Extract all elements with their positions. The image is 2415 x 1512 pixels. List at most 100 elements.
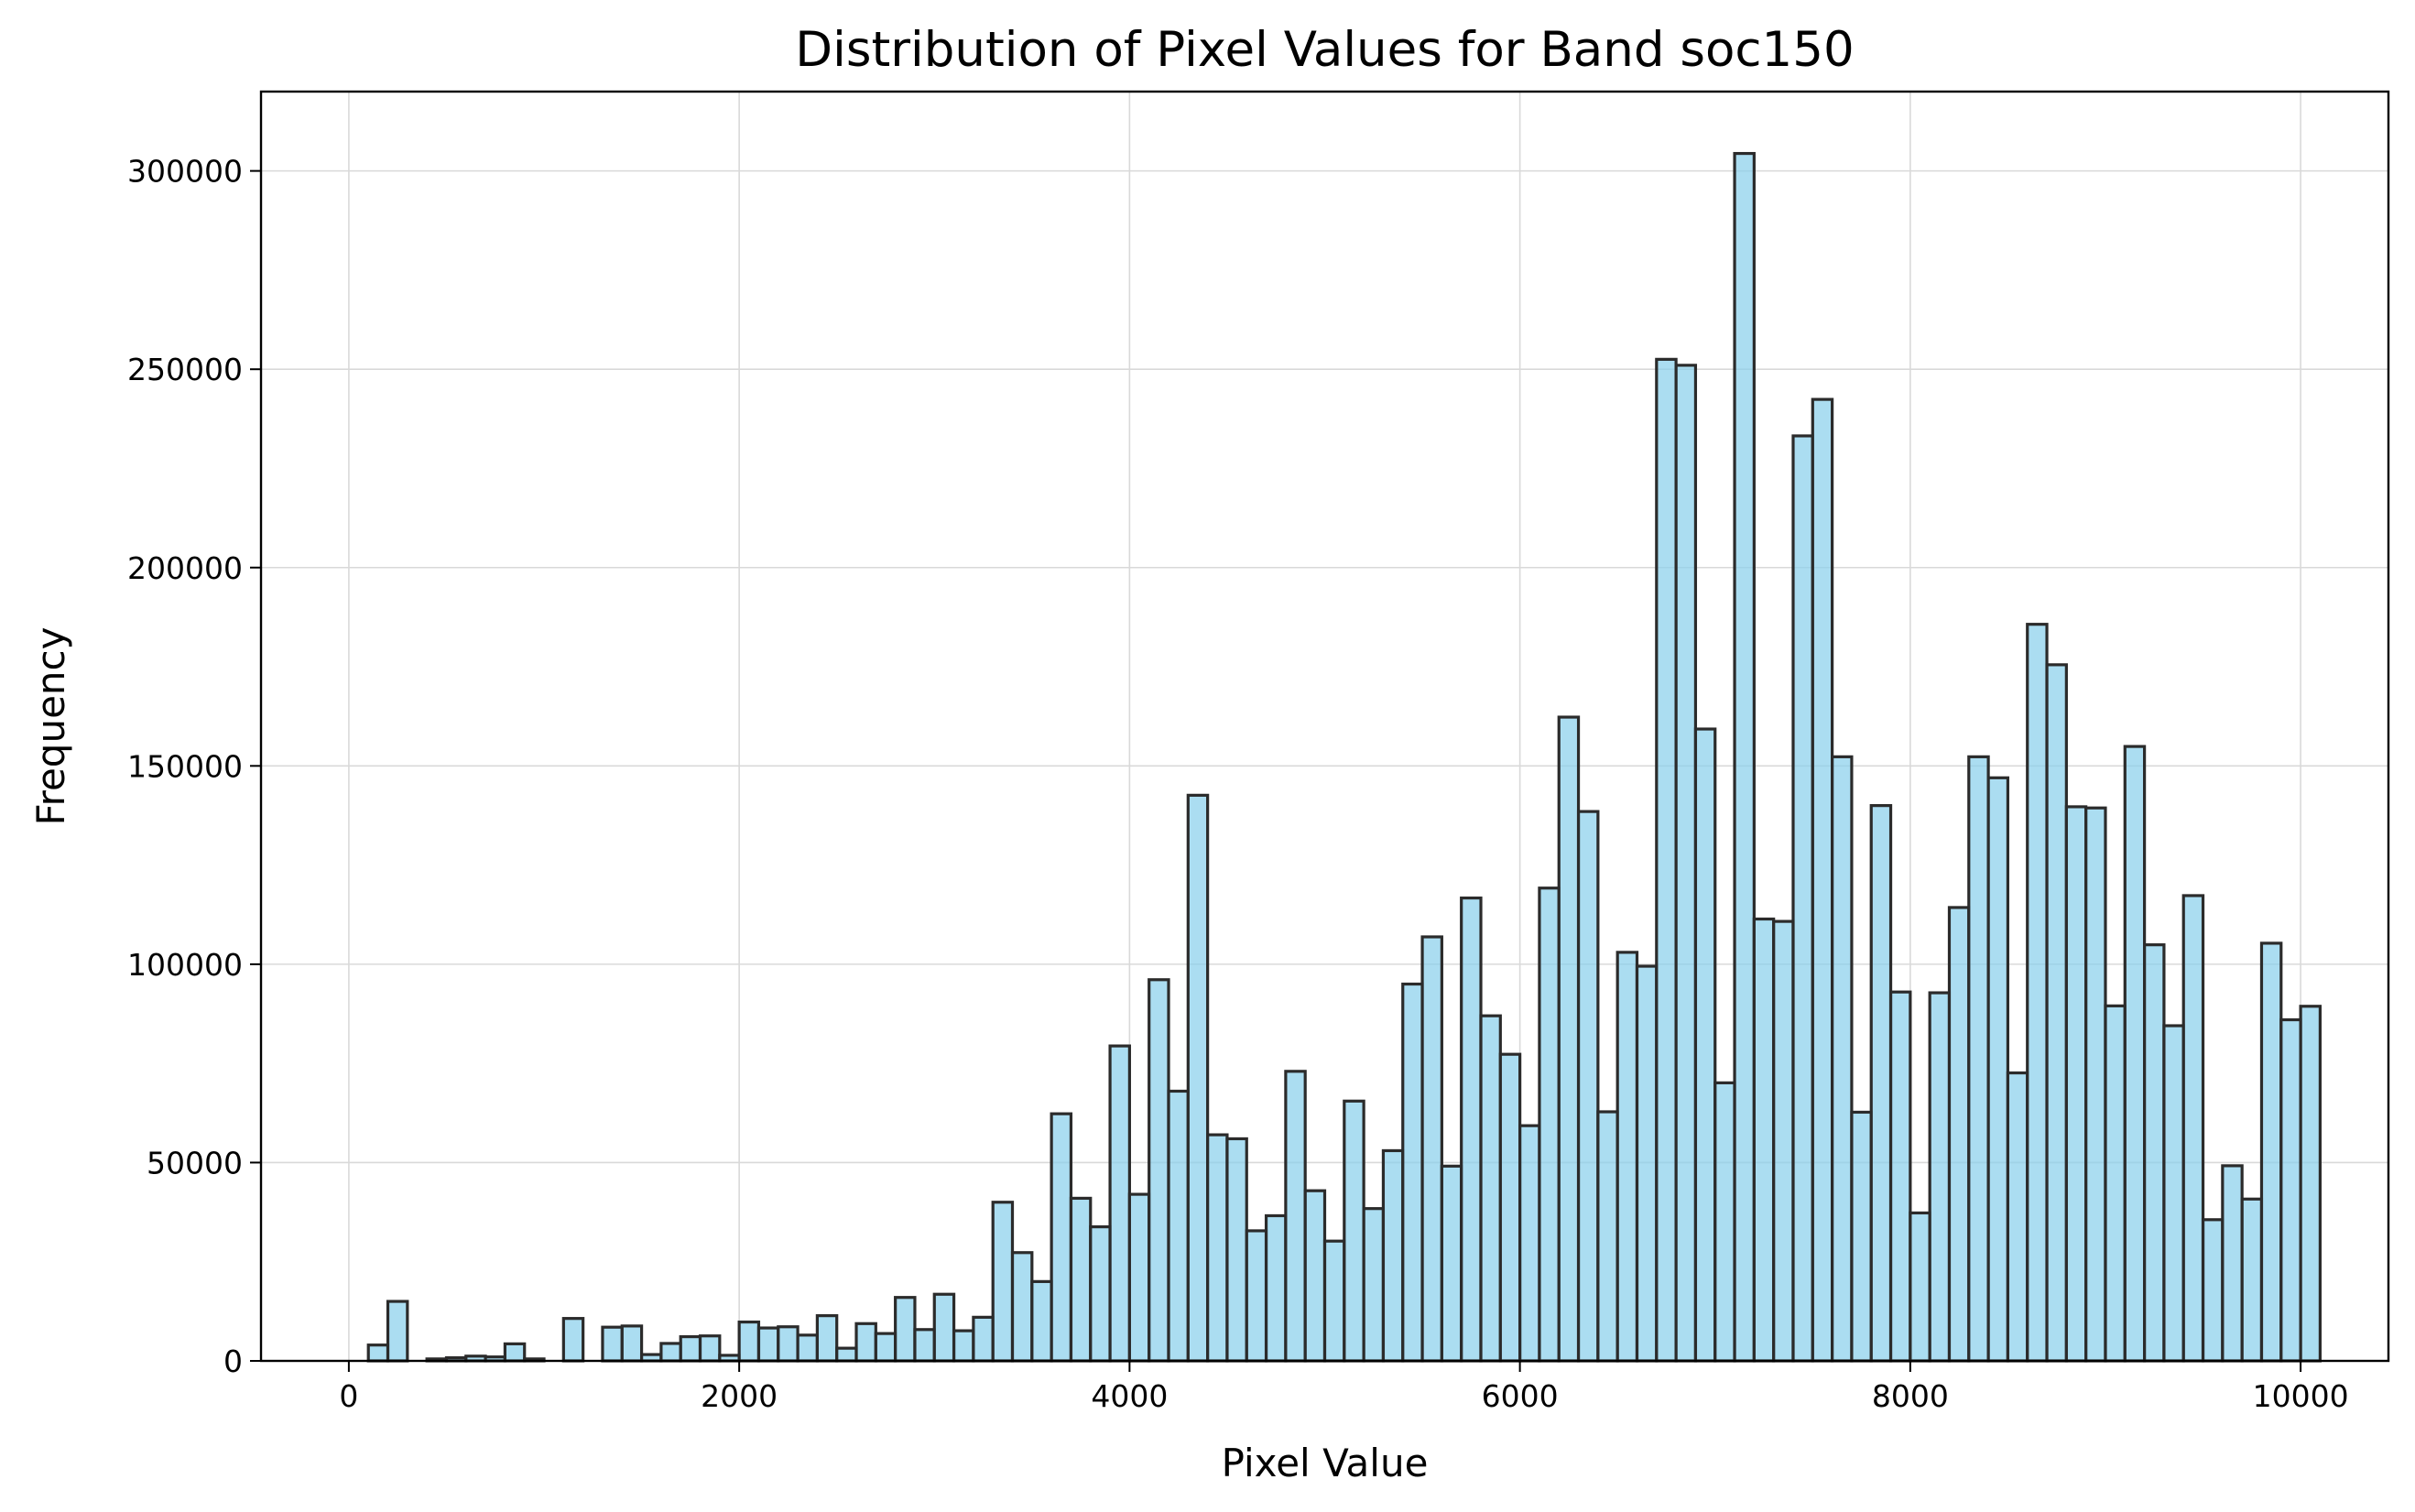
histogram-bar xyxy=(1928,991,1952,1363)
x-tick-label: 4000 xyxy=(1091,1378,1168,1414)
histogram-bar xyxy=(1576,810,1600,1363)
histogram-bar xyxy=(1206,1133,1229,1363)
histogram-bar xyxy=(1303,1189,1327,1363)
histogram-bar xyxy=(1693,727,1717,1363)
histogram-bar xyxy=(777,1325,800,1363)
histogram-bar xyxy=(1479,1014,1502,1363)
histogram-bar xyxy=(1284,1070,1307,1363)
y-tick-label: 150000 xyxy=(127,748,243,784)
histogram-bar xyxy=(1167,1089,1190,1363)
histogram-bar xyxy=(2259,941,2283,1363)
y-tick-label: 250000 xyxy=(127,352,243,387)
histogram-bar xyxy=(1362,1207,1386,1363)
histogram-bar xyxy=(1791,434,1814,1363)
x-tick-label: 6000 xyxy=(1482,1378,1559,1414)
histogram-bar xyxy=(698,1334,722,1363)
histogram-bar xyxy=(932,1292,956,1363)
histogram-bar xyxy=(796,1333,819,1363)
chart-title: Distribution of Pixel Values for Band so… xyxy=(795,22,1854,78)
histogram-bar xyxy=(679,1334,702,1363)
histogram-bar xyxy=(756,1326,780,1363)
histogram-bar xyxy=(620,1324,644,1363)
y-tick-label: 50000 xyxy=(147,1145,243,1180)
histogram-bar xyxy=(2064,805,2088,1363)
histogram-bar xyxy=(2084,806,2107,1363)
histogram-bar xyxy=(972,1315,995,1363)
histogram-bar xyxy=(1615,951,1639,1363)
x-axis-label: Pixel Value xyxy=(1222,1441,1429,1485)
plot-frame xyxy=(259,90,2390,1363)
histogram-bar xyxy=(1343,1099,1365,1363)
histogram-bar xyxy=(561,1317,585,1363)
histogram-bar xyxy=(2123,745,2147,1363)
histogram-bar xyxy=(737,1320,761,1363)
histogram-bar xyxy=(2104,1004,2127,1363)
histogram-bar xyxy=(1108,1044,1131,1363)
histogram-bar xyxy=(503,1342,527,1363)
histogram-bar xyxy=(854,1322,877,1363)
histogram-bar xyxy=(1050,1112,1073,1363)
histogram-bar xyxy=(2026,623,2049,1363)
histogram-bar xyxy=(1888,990,1912,1363)
histogram-bar xyxy=(991,1201,1015,1363)
histogram-bar xyxy=(2162,1024,2185,1363)
y-tick-label: 300000 xyxy=(127,154,243,190)
histogram-bar xyxy=(894,1296,917,1363)
histogram-bar xyxy=(2221,1164,2244,1363)
histogram-bar xyxy=(1069,1196,1093,1363)
histogram-bar xyxy=(1089,1225,1112,1363)
histogram-bar xyxy=(2299,1005,2323,1363)
histogram-bar xyxy=(1420,935,1443,1363)
histogram-bar xyxy=(913,1328,936,1363)
histogram-bar xyxy=(1674,364,1698,1363)
x-tick-label: 2000 xyxy=(701,1378,778,1414)
histogram-bar xyxy=(1538,887,1561,1363)
x-axis-ticks: 0 2000 4000 6000 8000 10000 xyxy=(339,1361,2349,1414)
histogram-bar xyxy=(1869,804,1893,1363)
histogram-bar xyxy=(386,1300,409,1363)
histogram-bar xyxy=(1596,1110,1619,1363)
histogram-bar xyxy=(1127,1192,1151,1363)
histogram-bar xyxy=(1831,755,1854,1363)
histogram-bar xyxy=(2006,1071,2029,1363)
histogram-bar xyxy=(1498,1052,1522,1363)
histogram-bar xyxy=(1245,1229,1268,1363)
histogram-bar xyxy=(1909,1211,1931,1363)
histogram-bar xyxy=(1186,793,1210,1363)
histogram-bar xyxy=(2181,894,2205,1363)
histogram-bar xyxy=(1148,978,1170,1363)
histogram-bar xyxy=(835,1346,858,1363)
histogram-bar xyxy=(659,1342,682,1363)
histogram-bar xyxy=(952,1329,975,1363)
histogram-bar xyxy=(1811,397,1834,1363)
histogram-bar xyxy=(1322,1239,1346,1363)
histogram-bars xyxy=(366,151,2323,1363)
y-axis-label: Frequency xyxy=(28,627,73,826)
histogram-bar xyxy=(1986,776,2010,1363)
histogram-bar xyxy=(1030,1279,1053,1363)
histogram-bar xyxy=(1635,964,1659,1363)
y-tick-label: 200000 xyxy=(127,550,243,586)
y-axis-ticks: 0 50000 100000 150000 200000 250000 300000 xyxy=(127,154,261,1379)
histogram-bar xyxy=(1225,1137,1248,1363)
histogram-bar xyxy=(1713,1081,1736,1363)
histogram-bar xyxy=(601,1325,624,1363)
histogram-bar xyxy=(1264,1213,1288,1363)
histogram-bar xyxy=(1381,1148,1405,1363)
histogram-bar xyxy=(1947,906,1971,1363)
histogram-bar xyxy=(2201,1218,2225,1363)
histogram-bar xyxy=(874,1332,897,1363)
histogram-bar xyxy=(1772,919,1795,1363)
histogram-bar xyxy=(2240,1197,2264,1363)
histogram-bar xyxy=(1401,982,1424,1363)
histogram-bar xyxy=(2045,663,2068,1363)
y-tick-label: 0 xyxy=(223,1343,243,1379)
x-tick-label: 8000 xyxy=(1872,1378,1949,1414)
histogram-bar xyxy=(815,1314,839,1363)
histogram-bar xyxy=(1733,151,1756,1363)
histogram-bar xyxy=(1460,896,1483,1363)
histogram-bar xyxy=(1440,1164,1463,1363)
histogram-bar xyxy=(1850,1110,1873,1363)
x-tick-label: 10000 xyxy=(2253,1378,2349,1414)
